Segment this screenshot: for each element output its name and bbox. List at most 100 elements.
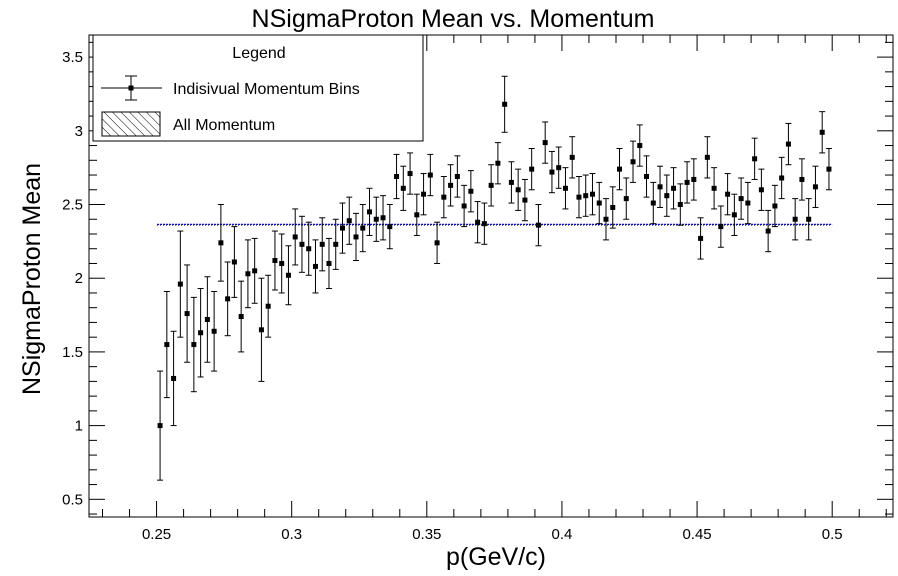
point-marker [421, 191, 427, 197]
point-marker [468, 188, 474, 194]
point-marker [596, 200, 602, 206]
legend-label-band: All Momentum [173, 117, 275, 134]
point-marker [279, 260, 285, 266]
point-marker [589, 191, 595, 197]
point-marker [245, 271, 251, 277]
data-point [319, 217, 326, 272]
data-point [690, 158, 697, 201]
point-marker [731, 212, 737, 218]
data-point [393, 153, 400, 200]
data-point [217, 204, 224, 282]
data-point [224, 261, 231, 337]
point-marker [704, 154, 710, 160]
point-marker [508, 179, 514, 185]
data-point [717, 205, 724, 248]
data-point [657, 165, 664, 208]
point-marker [184, 311, 190, 317]
data-point [805, 198, 812, 241]
legend-entry-points: Indisivual Momentum Bins [101, 75, 360, 101]
data-point [535, 204, 542, 247]
point-marker [441, 194, 447, 200]
point-marker [657, 184, 663, 190]
point-marker [562, 185, 568, 191]
data-point [684, 161, 691, 204]
point-marker [157, 423, 163, 429]
point-marker [414, 212, 420, 218]
point-marker [772, 203, 778, 209]
data-point [251, 237, 258, 304]
point-marker [238, 314, 244, 320]
x-axis-label: p(GeV/c) [446, 543, 546, 571]
data-point [339, 202, 346, 254]
point-marker [779, 175, 785, 181]
data-point [386, 204, 393, 250]
point-marker [569, 154, 575, 160]
point-marker [677, 202, 683, 208]
data-point [467, 170, 474, 213]
data-point [602, 198, 609, 241]
point-marker [387, 224, 393, 230]
point-marker [549, 169, 555, 175]
point-marker [495, 160, 501, 166]
point-marker [644, 174, 650, 180]
point-marker [725, 191, 731, 197]
x-tick-label: 0.45 [682, 526, 711, 543]
point-marker [258, 327, 264, 333]
data-points [157, 75, 832, 481]
data-point [413, 193, 420, 236]
data-point [292, 208, 299, 266]
data-point [434, 221, 441, 264]
y-tick-label: 3 [75, 123, 83, 140]
point-marker [745, 200, 751, 206]
point-marker [292, 234, 298, 240]
point-marker [664, 193, 670, 199]
point-marker [576, 194, 582, 200]
data-point [724, 173, 731, 216]
point-marker [394, 174, 400, 180]
point-marker [346, 218, 352, 224]
point-marker [698, 235, 704, 241]
point-marker [204, 316, 210, 322]
data-point [359, 204, 366, 253]
legend-entry-band: All Momentum [101, 111, 275, 137]
data-point [792, 198, 799, 241]
point-marker [630, 159, 636, 165]
point-marker [285, 272, 291, 278]
point-marker [448, 182, 454, 188]
point-marker [529, 166, 535, 172]
point-marker [171, 375, 177, 381]
all-momentum-band [157, 223, 833, 226]
data-point [528, 147, 535, 191]
point-marker [367, 209, 373, 215]
data-point [609, 186, 616, 229]
data-point [555, 146, 562, 189]
data-point [420, 173, 427, 216]
point-marker [691, 176, 697, 182]
data-point [812, 165, 819, 208]
data-point [265, 274, 272, 338]
data-point [380, 195, 387, 241]
point-marker [407, 171, 413, 177]
point-marker [502, 101, 508, 107]
point-marker [792, 216, 798, 222]
point-marker [218, 240, 224, 246]
legend-hatch-swatch [101, 111, 161, 137]
x-tick-label: 0.4 [552, 526, 573, 543]
data-point [190, 296, 197, 393]
point-marker [826, 166, 832, 172]
data-point [440, 176, 447, 219]
legend-label-points: Indisivual Momentum Bins [173, 81, 360, 98]
data-point [474, 201, 481, 244]
point-marker [738, 196, 744, 202]
point-marker [806, 216, 812, 222]
data-point [785, 122, 792, 166]
legend-title: Legend [232, 45, 285, 62]
data-point [508, 161, 515, 204]
point-marker [617, 166, 623, 172]
data-point [697, 217, 704, 260]
point-marker [312, 263, 318, 269]
data-point [197, 288, 204, 378]
data-point [596, 181, 603, 225]
data-point [177, 230, 184, 338]
point-marker [326, 260, 332, 266]
